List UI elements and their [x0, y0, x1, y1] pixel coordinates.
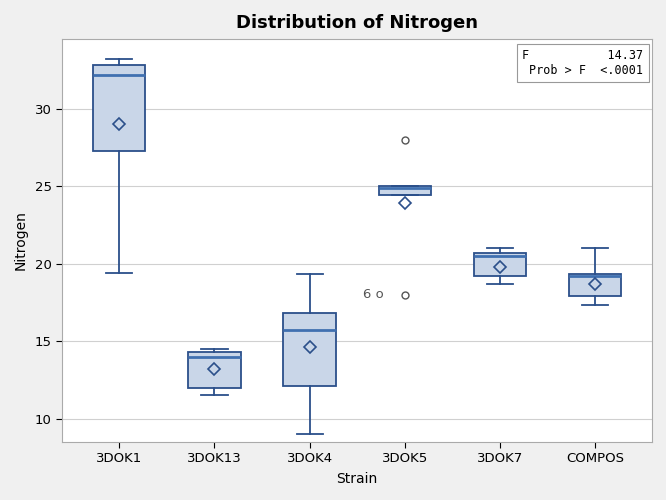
PathPatch shape: [284, 313, 336, 386]
PathPatch shape: [188, 352, 240, 388]
PathPatch shape: [378, 186, 431, 196]
Text: F           14.37
Prob > F  <.0001: F 14.37 Prob > F <.0001: [522, 49, 643, 77]
PathPatch shape: [93, 66, 145, 150]
PathPatch shape: [569, 274, 621, 296]
X-axis label: Strain: Strain: [336, 472, 378, 486]
PathPatch shape: [474, 253, 526, 276]
Title: Distribution of Nitrogen: Distribution of Nitrogen: [236, 14, 478, 32]
Text: 6 o: 6 o: [363, 288, 384, 301]
Y-axis label: Nitrogen: Nitrogen: [14, 210, 28, 270]
